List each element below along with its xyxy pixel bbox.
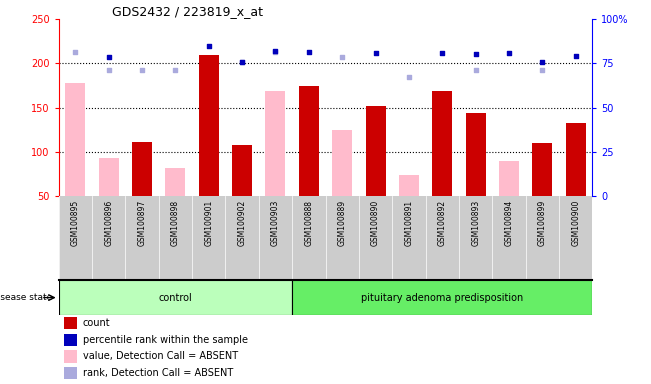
Point	[337, 54, 348, 60]
Text: disease state: disease state	[0, 293, 52, 302]
Text: GSM100901: GSM100901	[204, 200, 214, 246]
Bar	[533, 143, 552, 196]
Point	[237, 60, 247, 66]
Point	[204, 43, 214, 49]
Point	[504, 50, 514, 56]
Point	[270, 49, 281, 55]
Bar	[465, 113, 486, 196]
Text: GSM100902: GSM100902	[238, 200, 247, 246]
FancyBboxPatch shape	[59, 280, 292, 315]
Bar	[199, 55, 219, 196]
Bar	[566, 122, 586, 196]
Point	[437, 50, 447, 56]
Bar	[132, 142, 152, 196]
Point	[170, 67, 180, 73]
Text: GSM100893: GSM100893	[471, 200, 480, 246]
Point	[370, 50, 381, 56]
Bar	[64, 367, 77, 379]
Text: GSM100888: GSM100888	[304, 200, 313, 246]
Bar	[99, 158, 118, 196]
Text: GSM100898: GSM100898	[171, 200, 180, 246]
Text: GSM100895: GSM100895	[71, 200, 80, 246]
Text: GSM100892: GSM100892	[437, 200, 447, 246]
Point	[471, 67, 481, 73]
Text: GSM100891: GSM100891	[404, 200, 413, 246]
Bar	[299, 86, 319, 196]
Bar	[165, 169, 186, 196]
Point	[137, 67, 147, 73]
FancyBboxPatch shape	[292, 280, 592, 315]
Bar	[499, 161, 519, 196]
Text: GSM100897: GSM100897	[137, 200, 146, 246]
Point	[303, 49, 314, 55]
Text: rank, Detection Call = ABSENT: rank, Detection Call = ABSENT	[83, 368, 233, 378]
Text: GSM100894: GSM100894	[505, 200, 514, 246]
Bar	[399, 175, 419, 196]
Point	[570, 53, 581, 60]
Point	[537, 58, 547, 65]
Text: GSM100899: GSM100899	[538, 200, 547, 246]
Text: percentile rank within the sample: percentile rank within the sample	[83, 335, 247, 345]
Bar	[64, 350, 77, 362]
Text: GSM100900: GSM100900	[571, 200, 580, 247]
Point	[70, 49, 81, 55]
Point	[270, 48, 281, 54]
Point	[471, 51, 481, 57]
Bar	[432, 91, 452, 196]
Point	[237, 60, 247, 66]
Point	[537, 67, 547, 73]
Text: count: count	[83, 318, 110, 328]
Bar	[64, 317, 77, 329]
Bar	[64, 334, 77, 346]
Text: GSM100889: GSM100889	[338, 200, 347, 246]
Text: value, Detection Call = ABSENT: value, Detection Call = ABSENT	[83, 351, 238, 361]
Text: GSM100903: GSM100903	[271, 200, 280, 247]
Point	[104, 67, 114, 73]
Point	[404, 74, 414, 81]
Bar	[332, 131, 352, 196]
Bar	[232, 145, 252, 196]
Text: pituitary adenoma predisposition: pituitary adenoma predisposition	[361, 293, 523, 303]
Text: GSM100896: GSM100896	[104, 200, 113, 246]
Point	[104, 54, 114, 60]
Bar	[266, 91, 285, 196]
Text: GDS2432 / 223819_x_at: GDS2432 / 223819_x_at	[112, 5, 263, 18]
Text: GSM100890: GSM100890	[371, 200, 380, 246]
Bar	[365, 106, 385, 196]
Bar	[65, 83, 85, 196]
Text: control: control	[158, 293, 192, 303]
